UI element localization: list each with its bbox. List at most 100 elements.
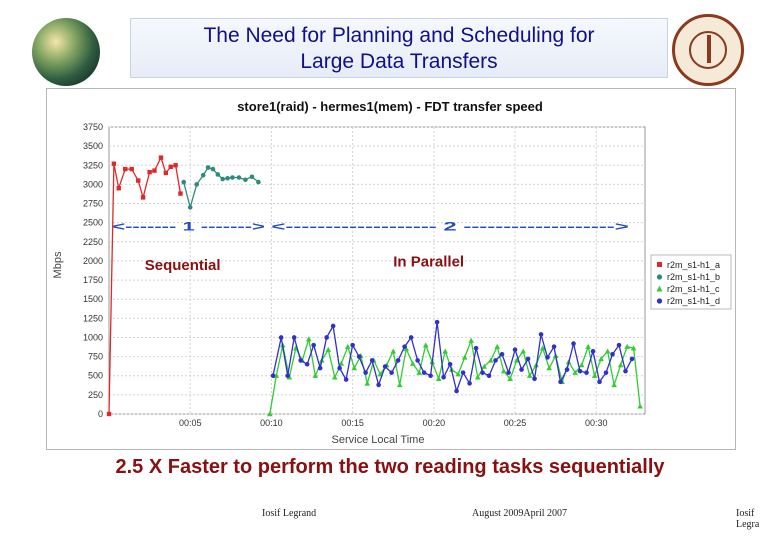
data-point (493, 358, 498, 363)
slide-headline: 2.5 X Faster to perform the two reading … (115, 456, 665, 478)
legend-swatch (656, 298, 663, 304)
annotation-label: In Parallel (393, 253, 464, 270)
x-tick-label: 00:15 (341, 418, 364, 428)
data-point (395, 358, 401, 363)
data-point (617, 362, 624, 368)
series-line (269, 338, 641, 415)
data-point (603, 370, 609, 375)
series-lines (106, 155, 643, 417)
data-point (304, 361, 310, 367)
data-point (325, 346, 332, 352)
data-point (571, 341, 576, 346)
data-point (513, 357, 520, 363)
legend-entry: r2m_s1-h1_c (667, 284, 720, 294)
legend-swatch (657, 262, 662, 267)
data-point (147, 169, 152, 175)
data-point (486, 373, 492, 379)
data-point (499, 352, 505, 357)
data-point (210, 166, 216, 172)
data-point (500, 368, 507, 374)
data-point (435, 375, 442, 381)
seal-torch (707, 35, 711, 63)
data-point (305, 336, 312, 342)
data-point (525, 356, 531, 362)
data-point (402, 344, 407, 349)
fdt-transfer-speed-chart: store1(raid) - hermes1(mem) - FDT transf… (52, 99, 732, 446)
legend-swatch (656, 274, 663, 280)
data-point (467, 381, 472, 386)
data-point (267, 411, 273, 417)
data-point (337, 365, 342, 371)
y-tick-label: 2000 (83, 256, 103, 266)
data-point (376, 382, 381, 388)
data-point (356, 354, 362, 359)
y-tick-label: 1000 (83, 332, 103, 342)
data-point (442, 348, 449, 354)
data-point (285, 373, 290, 379)
data-point (291, 335, 297, 340)
legend-swatch (656, 285, 663, 292)
x-axis-label: Service Local Time (332, 434, 425, 446)
data-point (416, 369, 423, 375)
data-point (236, 175, 242, 180)
data-point (480, 370, 485, 375)
data-point (390, 348, 397, 354)
data-point (298, 358, 303, 363)
data-point (243, 177, 248, 183)
data-point (481, 363, 487, 369)
globe-logo (32, 18, 100, 86)
chart-frame: store1(raid) - hermes1(mem) - FDT transf… (46, 88, 736, 450)
series-r2m_s1-h1_b (181, 165, 261, 210)
data-point (629, 356, 635, 362)
data-point (474, 374, 481, 380)
data-point (577, 368, 583, 374)
data-point (637, 403, 643, 409)
data-point (551, 344, 557, 349)
data-point (604, 348, 611, 354)
data-point (350, 342, 355, 348)
data-point (546, 365, 552, 371)
footer-date: August 2009April 2007 (472, 508, 567, 519)
data-point (194, 182, 200, 187)
slide-title-line-2: Large Data Transfers (300, 50, 498, 73)
data-point (468, 337, 475, 343)
data-point (270, 373, 276, 379)
data-point (487, 357, 494, 363)
data-point (558, 379, 563, 385)
data-point (598, 356, 604, 362)
slide-title-line-1: The Need for Planning and Scheduling for (203, 24, 595, 47)
data-point (454, 388, 459, 394)
legend: r2m_s1-h1_a r2m_s1-h1_b r2m_s1-h1_c r2m_s1-… (650, 254, 732, 310)
data-point (123, 166, 128, 172)
data-point (461, 354, 468, 360)
data-point (338, 360, 345, 366)
data-point (256, 179, 261, 185)
data-point (200, 172, 206, 178)
data-point (116, 186, 121, 191)
data-point (539, 345, 546, 351)
data-point (363, 370, 368, 375)
data-point (389, 370, 394, 375)
data-point (249, 174, 255, 180)
data-point (434, 319, 440, 325)
data-point (403, 346, 410, 352)
y-tick-label: 3000 (83, 179, 103, 189)
phase-labels: <------- 1 -------> <------------------- … (112, 219, 629, 233)
x-tick-label: 00:10 (260, 418, 283, 428)
data-point (140, 195, 146, 200)
series-r2m_s1-h1_a (106, 155, 183, 417)
chart-title: store1(raid) - hermes1(mem) - FDT transf… (237, 99, 543, 114)
legend-entry: r2m_s1-h1_b (667, 272, 720, 282)
data-point (344, 343, 351, 349)
data-point (623, 368, 628, 374)
legend-box (650, 254, 732, 310)
y-tick-label: 500 (88, 371, 103, 381)
data-point (590, 348, 596, 354)
data-point (422, 342, 429, 348)
y-tick-label: 750 (88, 352, 103, 362)
data-point (129, 166, 134, 172)
data-point (506, 370, 511, 375)
data-point (526, 372, 533, 378)
data-point (343, 377, 349, 382)
data-point (532, 376, 537, 382)
